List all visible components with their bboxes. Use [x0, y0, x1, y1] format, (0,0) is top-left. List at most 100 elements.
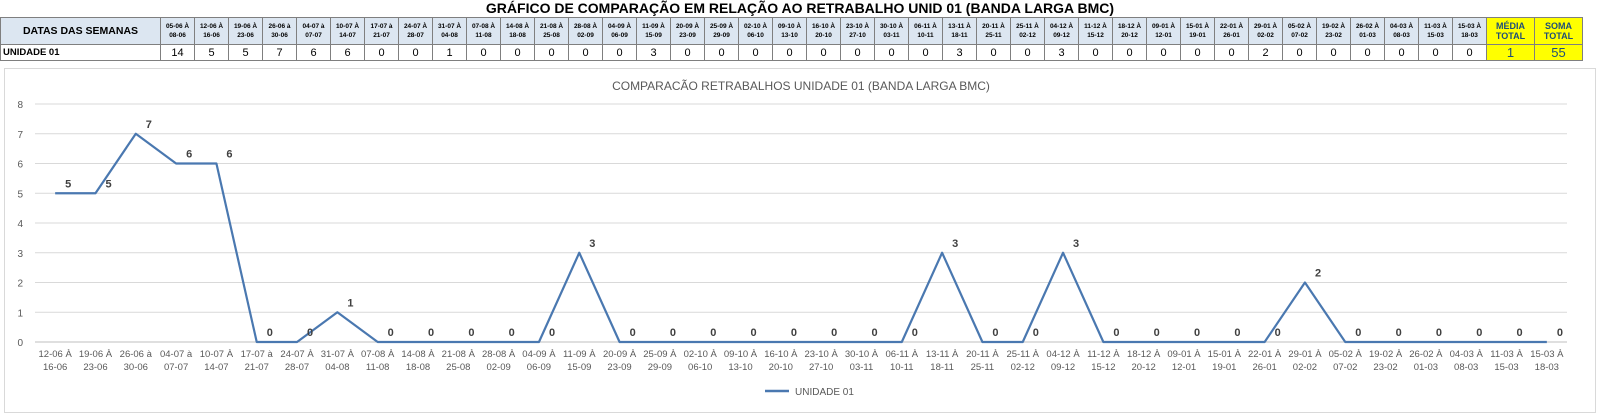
week-value-cell[interactable]: 0 — [602, 44, 637, 61]
soma-total-value[interactable]: 55 — [1534, 44, 1583, 61]
week-value-cell[interactable]: 0 — [1180, 44, 1215, 61]
week-header-cell[interactable]: 22-01 À 26-01 — [1214, 17, 1249, 45]
week-header-cell[interactable]: 26-02 À 01-03 — [1350, 17, 1385, 45]
week-value-cell[interactable]: 0 — [704, 44, 739, 61]
week-value-cell[interactable]: 1 — [432, 44, 467, 61]
week-header-part: 23-10 À — [845, 23, 870, 30]
week-header-part: 11-08 — [475, 32, 492, 39]
week-header-cell[interactable]: 06-11 À 10-11 — [908, 17, 943, 45]
week-value-cell[interactable]: 0 — [1452, 44, 1487, 61]
week-value-cell[interactable]: 0 — [806, 44, 841, 61]
week-value-cell[interactable]: 5 — [194, 44, 229, 61]
week-value-cell[interactable]: 0 — [1316, 44, 1351, 61]
week-header-cell[interactable]: 24-07 À 28-07 — [398, 17, 433, 45]
week-value-cell[interactable]: 0 — [534, 44, 569, 61]
week-header-cell[interactable]: 05-02 À 07-02 — [1282, 17, 1317, 45]
week-header-cell[interactable]: 18-12 À 20-12 — [1112, 17, 1147, 45]
week-value-cell[interactable]: 0 — [1282, 44, 1317, 61]
week-value-cell[interactable]: 0 — [772, 44, 807, 61]
week-header-cell[interactable]: 13-11 À 18-11 — [942, 17, 977, 45]
week-header-cell[interactable]: 23-10 À 27-10 — [840, 17, 875, 45]
week-header-cell[interactable]: 15-01 À 19-01 — [1180, 17, 1215, 45]
media-total-value[interactable]: 1 — [1486, 44, 1535, 61]
data-label: 3 — [589, 238, 595, 250]
week-header-part: 21-07 — [373, 32, 390, 39]
week-value-cell[interactable]: 0 — [1112, 44, 1147, 61]
week-header-cell[interactable]: 25-11 À 02-12 — [1010, 17, 1045, 45]
week-header-cell[interactable]: 10-07 À 14-07 — [330, 17, 365, 45]
data-label: 3 — [952, 238, 958, 250]
week-value-cell[interactable]: 0 — [398, 44, 433, 61]
week-header-cell[interactable]: 09-01 À 12-01 — [1146, 17, 1181, 45]
week-header-cell[interactable]: 19-06 À 23-06 — [228, 17, 263, 45]
week-value-cell[interactable]: 0 — [874, 44, 909, 61]
week-header-cell[interactable]: 04-03 À 08-03 — [1384, 17, 1419, 45]
week-header-cell[interactable]: 19-02 À 23-02 — [1316, 17, 1351, 45]
row-label[interactable]: UNIDADE 01 — [0, 44, 161, 61]
week-value-cell[interactable]: 3 — [1044, 44, 1079, 61]
week-header-cell[interactable]: 07-08 À 11-08 — [466, 17, 501, 45]
week-value-cell[interactable]: 0 — [1146, 44, 1181, 61]
week-header-cell[interactable]: 05-06 À 08-06 — [160, 17, 195, 45]
week-header-cell[interactable]: 28-08 À 02-09 — [568, 17, 603, 45]
week-value-cell[interactable]: 0 — [1078, 44, 1113, 61]
week-value-cell[interactable]: 0 — [466, 44, 501, 61]
week-value-cell[interactable]: 0 — [1384, 44, 1419, 61]
week-header-part: 22-01 À — [1219, 23, 1244, 30]
week-header-cell[interactable]: 02-10 À 06-10 — [738, 17, 773, 45]
week-value-cell[interactable]: 0 — [1350, 44, 1385, 61]
row-header-label[interactable]: DATAS DAS SEMANAS — [0, 17, 161, 45]
week-header-cell[interactable]: 20-09 À 23-09 — [670, 17, 705, 45]
week-value-cell[interactable]: 0 — [840, 44, 875, 61]
x-tick-label: 30-10 À — [845, 349, 879, 360]
soma-total-header[interactable]: SOMA TOTAL — [1534, 17, 1583, 45]
week-value-cell[interactable]: 0 — [568, 44, 603, 61]
week-header-cell[interactable]: 04-09 À 06-09 — [602, 17, 637, 45]
week-value-cell[interactable]: 2 — [1248, 44, 1283, 61]
week-value-cell[interactable]: 0 — [1418, 44, 1453, 61]
week-header-cell[interactable]: 17-07 à 21-07 — [364, 17, 399, 45]
week-header-cell[interactable]: 30-10 À 03-11 — [874, 17, 909, 45]
week-header-cell[interactable]: 09-10 À 13-10 — [772, 17, 807, 45]
week-value-cell[interactable]: 14 — [160, 44, 195, 61]
week-value-cell[interactable]: 3 — [942, 44, 977, 61]
week-header-cell[interactable]: 14-08 À 18-08 — [500, 17, 535, 45]
week-header-cell[interactable]: 29-01 À 02-02 — [1248, 17, 1283, 45]
week-value-cell[interactable]: 5 — [228, 44, 263, 61]
week-value-cell[interactable]: 0 — [670, 44, 705, 61]
week-header-cell[interactable]: 20-11 À 25-11 — [976, 17, 1011, 45]
week-value-cell[interactable]: 0 — [1214, 44, 1249, 61]
week-value-cell[interactable]: 3 — [636, 44, 671, 61]
week-header-part: 18-08 — [509, 32, 526, 39]
week-header-part: 06-10 — [747, 32, 764, 39]
week-header-part: 20-12 — [1121, 32, 1138, 39]
x-tick-label: 10-11 — [890, 362, 914, 373]
week-value-cell[interactable]: 0 — [1010, 44, 1045, 61]
week-header-cell[interactable]: 11-03 À 15-03 — [1418, 17, 1453, 45]
week-header-part: 13-11 À — [948, 23, 971, 30]
week-header-cell[interactable]: 21-08 À 25-08 — [534, 17, 569, 45]
week-header-cell[interactable]: 04-12 À 09-12 — [1044, 17, 1079, 45]
x-tick-label: 21-08 À — [442, 349, 476, 360]
week-header-cell[interactable]: 11-09 À 15-09 — [636, 17, 671, 45]
week-header-cell[interactable]: 15-03 À 18-03 — [1452, 17, 1487, 45]
week-header-cell[interactable]: 04-07 à 07-07 — [296, 17, 331, 45]
week-value-cell[interactable]: 0 — [738, 44, 773, 61]
week-header-part: 31-07 À — [437, 23, 462, 30]
week-header-cell[interactable]: 31-07 À 04-08 — [432, 17, 467, 45]
week-header-cell[interactable]: 12-06 À 16-06 — [194, 17, 229, 45]
week-value-cell[interactable]: 0 — [364, 44, 399, 61]
x-tick-label: 27-10 — [809, 362, 833, 373]
week-header-cell[interactable]: 16-10 À 20-10 — [806, 17, 841, 45]
week-value-cell[interactable]: 6 — [330, 44, 365, 61]
media-total-header[interactable]: MÉDIA TOTAL — [1486, 17, 1535, 45]
week-value-cell[interactable]: 0 — [908, 44, 943, 61]
week-header-cell[interactable]: 26-06 à 30-06 — [262, 17, 297, 45]
week-value-cell[interactable]: 0 — [500, 44, 535, 61]
week-value-cell[interactable]: 0 — [976, 44, 1011, 61]
data-label: 0 — [1154, 327, 1160, 339]
week-header-cell[interactable]: 25-09 À 29-09 — [704, 17, 739, 45]
week-value-cell[interactable]: 6 — [296, 44, 331, 61]
week-value-cell[interactable]: 7 — [262, 44, 297, 61]
week-header-cell[interactable]: 11-12 À 15-12 — [1078, 17, 1113, 45]
